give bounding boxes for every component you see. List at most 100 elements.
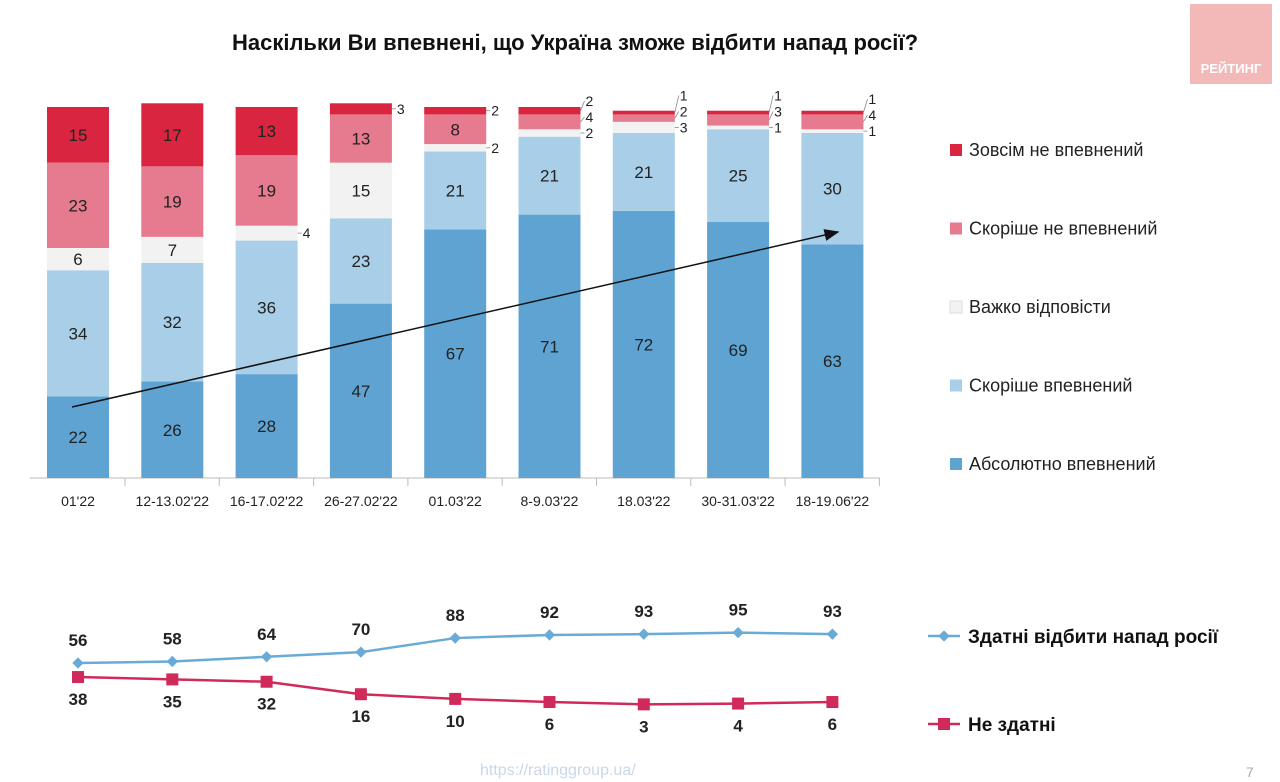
bar-segment <box>518 107 581 115</box>
line-marker <box>826 696 839 709</box>
bar-data-label: 26 <box>163 421 182 440</box>
line-data-label: 93 <box>823 602 842 621</box>
bar-data-label: 4 <box>868 107 876 123</box>
bar-segment <box>47 396 109 478</box>
x-tick-label: 01'22 <box>61 493 95 509</box>
x-tick-label: 8-9.03'22 <box>521 493 579 509</box>
line-data-label: 58 <box>163 629 182 648</box>
bar-label-leader <box>580 116 585 123</box>
bar-segment <box>518 136 581 215</box>
bar-data-label: 72 <box>634 335 653 354</box>
bar-data-label: 19 <box>257 181 276 200</box>
line-marker <box>166 655 178 668</box>
bar-data-label: 2 <box>680 103 688 119</box>
bar-label-leader <box>863 99 868 113</box>
legend-swatch <box>950 144 962 156</box>
bar-data-label: 1 <box>774 87 782 103</box>
bar-segment <box>612 114 675 122</box>
bar-data-label: 23 <box>69 196 88 215</box>
bar-data-label: 71 <box>540 337 559 356</box>
legend-label: Важко відповісти <box>969 297 1111 317</box>
bar-data-label: 32 <box>163 313 182 332</box>
line-data-label: 32 <box>257 695 276 714</box>
bar-data-label: 19 <box>163 193 182 212</box>
line-data-label: 93 <box>634 602 653 621</box>
line-marker <box>637 698 650 711</box>
bar-segment <box>329 162 392 219</box>
bar-data-label: 4 <box>586 109 594 125</box>
rating-logo: РЕЙТИНГ <box>1190 4 1272 84</box>
bar-segment <box>707 114 770 126</box>
bar-data-label: 28 <box>257 417 276 436</box>
line-marker <box>72 657 84 669</box>
bar-segment <box>424 151 487 230</box>
bar-data-label: 15 <box>69 126 88 145</box>
bar-data-label: 2 <box>491 103 499 119</box>
bar-label-leader <box>674 95 680 113</box>
x-tick-label: 26-27.02'22 <box>324 493 398 509</box>
bar-segment <box>612 110 675 115</box>
bar-data-label: 63 <box>823 352 842 371</box>
bar-data-label: 2 <box>586 125 594 141</box>
line-marker <box>449 632 461 644</box>
bar-segment <box>329 114 392 163</box>
line-marker <box>732 626 744 639</box>
bar-segment <box>612 121 675 133</box>
bar-data-label: 17 <box>163 126 182 145</box>
bar-data-label: 67 <box>446 345 465 364</box>
bar-label-leader <box>768 95 774 113</box>
bar-segment <box>612 132 675 211</box>
bar-data-label: 21 <box>634 163 653 182</box>
bar-segment <box>424 107 487 115</box>
bar-data-label: 6 <box>73 250 82 269</box>
bar-data-label: 13 <box>351 130 370 149</box>
line-marker <box>260 651 273 663</box>
line-marker <box>355 646 367 658</box>
bar-segment <box>141 381 204 478</box>
logo-text: РЕЙТИНГ <box>1200 61 1262 76</box>
bar-segment <box>47 107 109 163</box>
bar-segment <box>235 225 298 241</box>
bar-label-leader <box>580 100 585 111</box>
bar-segment <box>707 129 770 223</box>
bar-label-leader <box>863 114 868 123</box>
line-data-label: 92 <box>540 603 559 622</box>
x-tick-label: 12-13.02'22 <box>136 493 210 509</box>
bar-segment <box>329 103 392 115</box>
footer-url[interactable]: https://ratinggroup.ua/ <box>480 762 636 779</box>
legend-marker <box>938 718 950 730</box>
bar-data-label: 21 <box>540 167 559 186</box>
x-tick-label: 18-19.06'22 <box>796 493 870 509</box>
legend-swatch <box>950 222 962 235</box>
bar-data-label: 25 <box>729 167 748 186</box>
bar-segment <box>518 114 581 130</box>
bar-segment <box>235 107 298 156</box>
line-marker <box>260 675 273 688</box>
bar-data-label: 15 <box>351 181 370 200</box>
bar-segment <box>235 240 298 375</box>
line-data-label: 4 <box>733 717 743 736</box>
bar-segment <box>518 214 581 478</box>
line-marker <box>543 696 556 709</box>
line-marker <box>354 688 367 701</box>
bar-segment <box>329 303 392 478</box>
line-data-label: 6 <box>545 715 554 734</box>
line-data-label: 88 <box>446 606 465 625</box>
legend-label: Не здатні <box>968 715 1056 736</box>
bar-data-label: 2 <box>491 140 499 156</box>
bar-data-label: 1 <box>868 91 876 107</box>
bar-data-label: 21 <box>446 181 465 200</box>
line-data-label: 35 <box>163 692 182 711</box>
line-marker <box>732 697 745 710</box>
bar-segment <box>518 129 581 137</box>
bar-data-label: 23 <box>351 252 370 271</box>
x-tick-label: 01.03'22 <box>429 493 482 509</box>
bar-segment <box>801 114 864 130</box>
legend-label: Абсолютно впевнений <box>969 454 1156 474</box>
trend-arrow <box>71 229 840 408</box>
bar-data-label: 7 <box>168 241 177 260</box>
line-marker <box>72 671 84 684</box>
bar-segment <box>47 162 109 248</box>
bar-segment <box>801 244 864 478</box>
bar-segment <box>141 103 204 167</box>
